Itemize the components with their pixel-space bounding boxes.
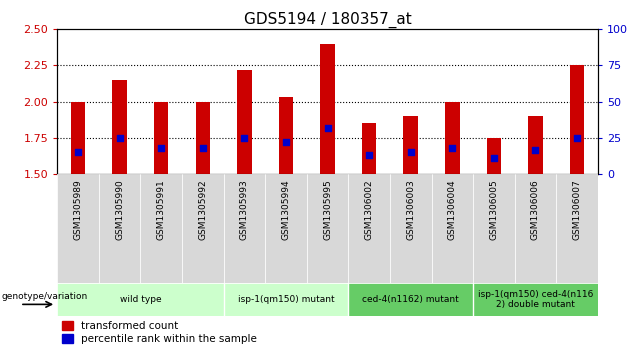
Point: [489, 155, 499, 161]
Bar: [445, 102, 460, 174]
Point: [406, 150, 416, 155]
Bar: [556, 174, 598, 283]
Bar: [403, 116, 418, 174]
Bar: [349, 283, 473, 316]
Bar: [390, 174, 431, 283]
Text: GSM1306002: GSM1306002: [364, 180, 373, 240]
Point: [198, 145, 208, 151]
Text: isp-1(qm150) ced-4(n116
2) double mutant: isp-1(qm150) ced-4(n116 2) double mutant: [478, 290, 593, 309]
Bar: [71, 102, 85, 174]
Point: [322, 125, 333, 131]
Text: GSM1305993: GSM1305993: [240, 180, 249, 240]
Title: GDS5194 / 180357_at: GDS5194 / 180357_at: [244, 12, 411, 28]
Bar: [224, 174, 265, 283]
Bar: [515, 174, 556, 283]
Bar: [473, 174, 515, 283]
Point: [364, 152, 374, 158]
Point: [281, 139, 291, 145]
Bar: [57, 283, 224, 316]
Point: [447, 145, 457, 151]
Text: wild type: wild type: [120, 295, 161, 304]
Point: [530, 147, 541, 152]
Point: [156, 145, 166, 151]
Bar: [362, 123, 377, 174]
Text: GSM1306003: GSM1306003: [406, 180, 415, 240]
Bar: [307, 174, 349, 283]
Bar: [431, 174, 473, 283]
Text: GSM1305990: GSM1305990: [115, 180, 124, 240]
Bar: [99, 174, 141, 283]
Bar: [473, 283, 598, 316]
Bar: [321, 44, 335, 174]
Bar: [528, 116, 543, 174]
Bar: [182, 174, 224, 283]
Bar: [224, 283, 349, 316]
Text: GSM1305991: GSM1305991: [156, 180, 166, 240]
Bar: [57, 174, 99, 283]
Bar: [570, 65, 584, 174]
Text: isp-1(qm150) mutant: isp-1(qm150) mutant: [238, 295, 335, 304]
Text: GSM1305994: GSM1305994: [282, 180, 291, 240]
Legend: transformed count, percentile rank within the sample: transformed count, percentile rank withi…: [62, 321, 257, 344]
Text: GSM1306004: GSM1306004: [448, 180, 457, 240]
Text: GSM1306005: GSM1306005: [489, 180, 499, 240]
Bar: [349, 174, 390, 283]
Bar: [141, 174, 182, 283]
Bar: [487, 138, 501, 174]
Bar: [195, 102, 210, 174]
Bar: [154, 102, 169, 174]
Text: GSM1305995: GSM1305995: [323, 180, 332, 240]
Point: [114, 135, 125, 141]
Point: [239, 135, 249, 141]
Text: genotype/variation: genotype/variation: [1, 292, 87, 301]
Point: [73, 150, 83, 155]
Text: GSM1305989: GSM1305989: [74, 180, 83, 240]
Text: GSM1306006: GSM1306006: [531, 180, 540, 240]
Text: GSM1305992: GSM1305992: [198, 180, 207, 240]
Bar: [113, 80, 127, 174]
Bar: [237, 70, 252, 174]
Text: GSM1306007: GSM1306007: [572, 180, 581, 240]
Text: ced-4(n1162) mutant: ced-4(n1162) mutant: [363, 295, 459, 304]
Bar: [265, 174, 307, 283]
Bar: [279, 97, 293, 174]
Point: [572, 135, 582, 141]
